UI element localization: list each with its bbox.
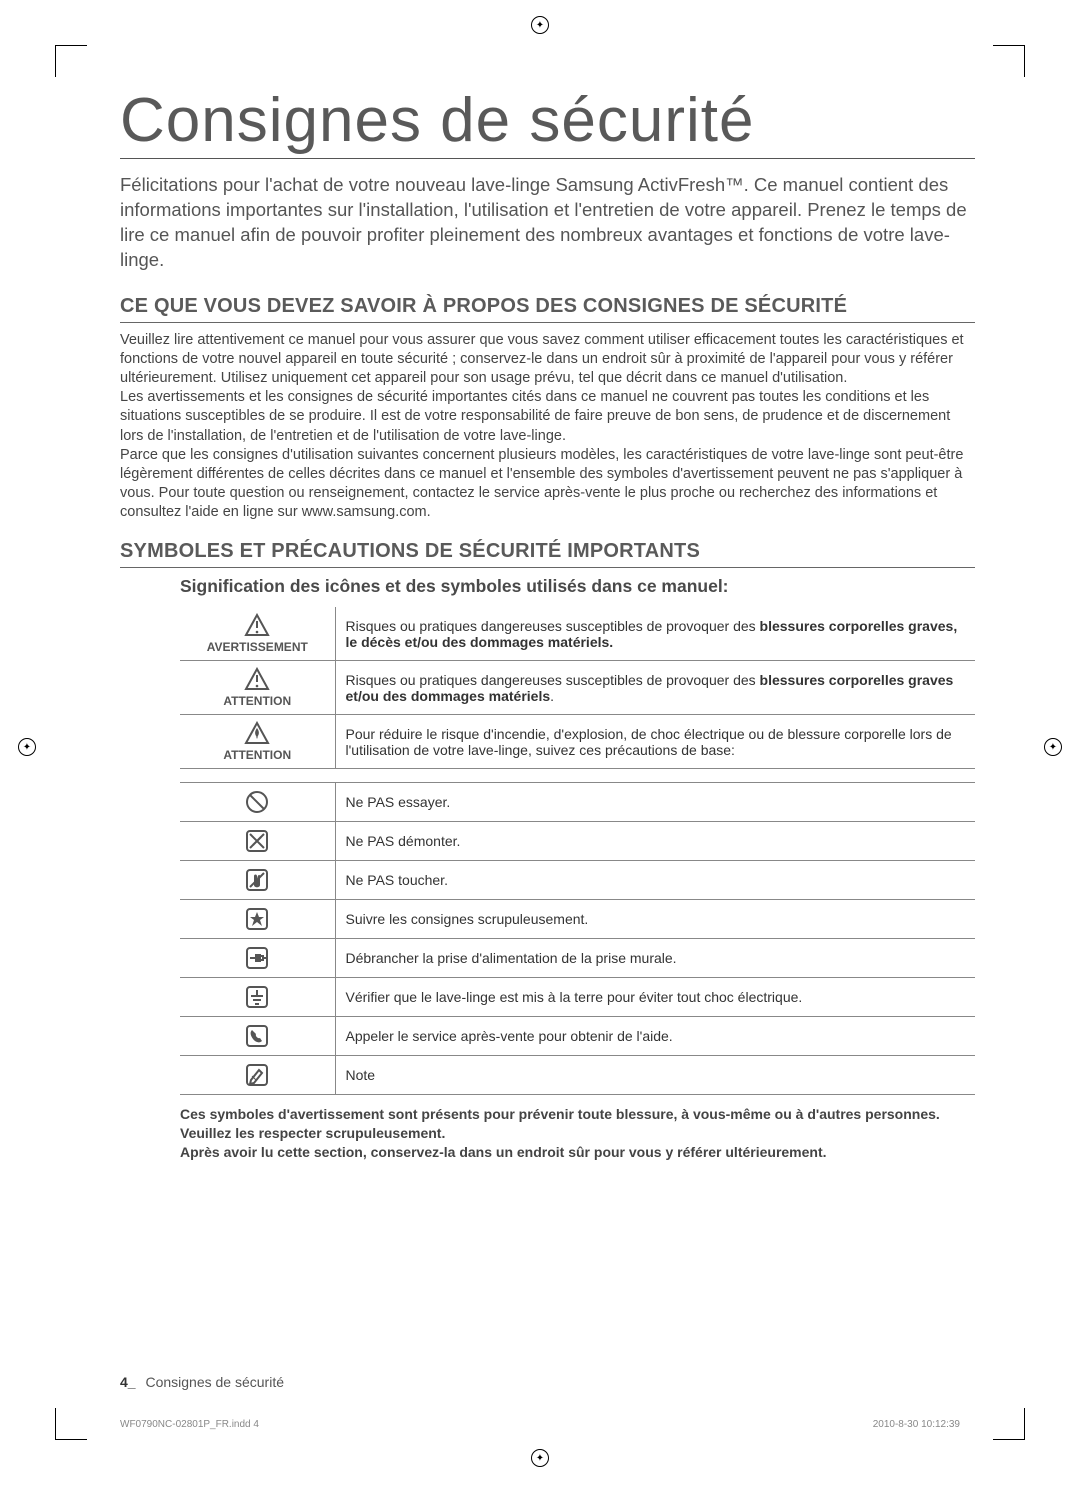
- symbol-description: Appeler le service après-vente pour obte…: [335, 1017, 975, 1056]
- ground-box-icon: [244, 984, 270, 1010]
- symbol-description: Vérifier que le lave-linge est mis à la …: [335, 978, 975, 1017]
- star-box-icon: [244, 906, 270, 932]
- crop-mark: [993, 1408, 1025, 1440]
- symbol-description: Risques ou pratiques dangereuses suscept…: [335, 661, 975, 715]
- unplug-box-icon: [244, 945, 270, 971]
- symbol-row: Ne PAS essayer.: [180, 783, 975, 822]
- footnote: Ces symboles d'avertissement sont présen…: [180, 1105, 975, 1162]
- reg-mark-top: [531, 16, 549, 34]
- fire-triangle-icon: [244, 721, 270, 747]
- symbol-description: Note: [335, 1056, 975, 1095]
- symbol-row: Débrancher la prise d'alimentation de la…: [180, 939, 975, 978]
- warn-triangle-icon: [244, 613, 270, 639]
- icon-label: AVERTISSEMENT: [190, 640, 325, 654]
- crop-mark: [993, 45, 1025, 77]
- symbol-row: Suivre les consignes scrupuleusement.: [180, 900, 975, 939]
- symbol-row: Ne PAS démonter.: [180, 822, 975, 861]
- page-number: 4_: [120, 1374, 136, 1390]
- symbol-row: Appeler le service après-vente pour obte…: [180, 1017, 975, 1056]
- symbol-description: Débrancher la prise d'alimentation de la…: [335, 939, 975, 978]
- intro-text: Félicitations pour l'achat de votre nouv…: [120, 173, 975, 273]
- symbol-description: Pour réduire le risque d'incendie, d'exp…: [335, 715, 975, 769]
- symbol-description: Suivre les consignes scrupuleusement.: [335, 900, 975, 939]
- symbol-row: Ne PAS toucher.: [180, 861, 975, 900]
- page-footer: 4_ Consignes de sécurité: [120, 1374, 284, 1390]
- symbol-description: Ne PAS toucher.: [335, 861, 975, 900]
- running-footer: WF0790NC-02801P_FR.indd 4 2010-8-30 10:1…: [120, 1419, 960, 1430]
- indd-filename: WF0790NC-02801P_FR.indd 4: [120, 1419, 259, 1430]
- page-content: Consignes de sécurité Félicitations pour…: [120, 85, 975, 1162]
- symbol-row: ATTENTION Risques ou pratiques dangereuse…: [180, 661, 975, 715]
- phone-box-icon: [244, 1023, 270, 1049]
- page-title: Consignes de sécurité: [120, 85, 975, 159]
- no-circle-icon: [244, 789, 270, 815]
- symbol-description: Ne PAS essayer.: [335, 783, 975, 822]
- reg-mark-bottom: [531, 1449, 549, 1467]
- warn-triangle-icon: [244, 667, 270, 693]
- icon-label: ATTENTION: [190, 748, 325, 762]
- symbol-row: ATTENTION Pour réduire le risque d'incend…: [180, 715, 975, 769]
- reg-mark-left: [18, 738, 36, 756]
- icon-label: ATTENTION: [190, 694, 325, 708]
- crop-mark: [55, 1408, 87, 1440]
- section1-heading: CE QUE VOUS DEVEZ SAVOIR À PROPOS DES CO…: [120, 295, 975, 323]
- section2-heading: SYMBOLES ET PRÉCAUTIONS DE SÉCURITÉ IMPO…: [120, 540, 975, 568]
- no-touch-icon: [244, 867, 270, 893]
- symbol-row: Note: [180, 1056, 975, 1095]
- page-footer-text: Consignes de sécurité: [145, 1374, 284, 1390]
- symbols-table: AVERTISSEMENT Risques ou pratiques danger…: [180, 607, 975, 1095]
- note-box-icon: [244, 1062, 270, 1088]
- symbol-row: AVERTISSEMENT Risques ou pratiques danger…: [180, 607, 975, 661]
- symbol-description: Risques ou pratiques dangereuses suscept…: [335, 607, 975, 661]
- symbol-description: Ne PAS démonter.: [335, 822, 975, 861]
- reg-mark-right: [1044, 738, 1062, 756]
- crop-mark: [55, 45, 87, 77]
- section1-body: Veuillez lire attentivement ce manuel po…: [120, 331, 975, 522]
- no-disassemble-icon: [244, 828, 270, 854]
- section2-subhead: Signification des icônes et des symboles…: [180, 576, 975, 597]
- symbol-row: Vérifier que le lave-linge est mis à la …: [180, 978, 975, 1017]
- indd-timestamp: 2010-8-30 10:12:39: [873, 1419, 960, 1430]
